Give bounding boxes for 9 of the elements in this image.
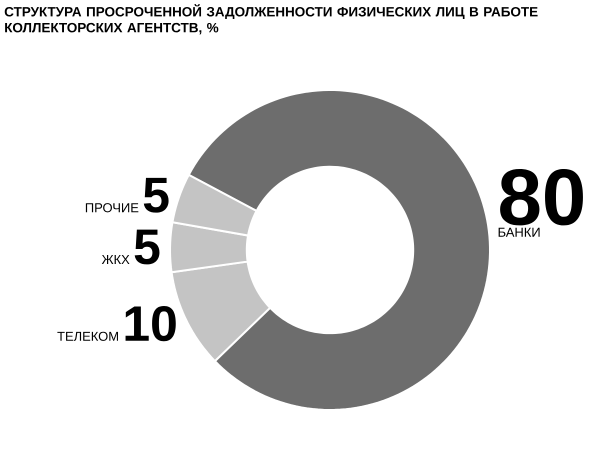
slice-label: ТЕЛЕКОМ bbox=[57, 332, 118, 341]
data-label: 10 bbox=[126, 306, 176, 342]
chart-title: СТРУКТУРА ПРОСРОЧЕННОЙ ЗАДОЛЖЕННОСТИ ФИЗИЧЕСКИХ ЛИЦ В РАБОТЕ КОЛЛЕКТОРСКИХ АГЕНТСТВ, % bbox=[4, 4, 538, 34]
data-label: 5 bbox=[144, 178, 169, 213]
slice-label: БАНКИ bbox=[498, 228, 540, 237]
data-label: 80 bbox=[500, 168, 583, 226]
data-label: 5 bbox=[134, 230, 160, 264]
slice-label: ЖКХ bbox=[102, 255, 130, 264]
slice-label: ПРОЧИЕ bbox=[86, 203, 138, 212]
